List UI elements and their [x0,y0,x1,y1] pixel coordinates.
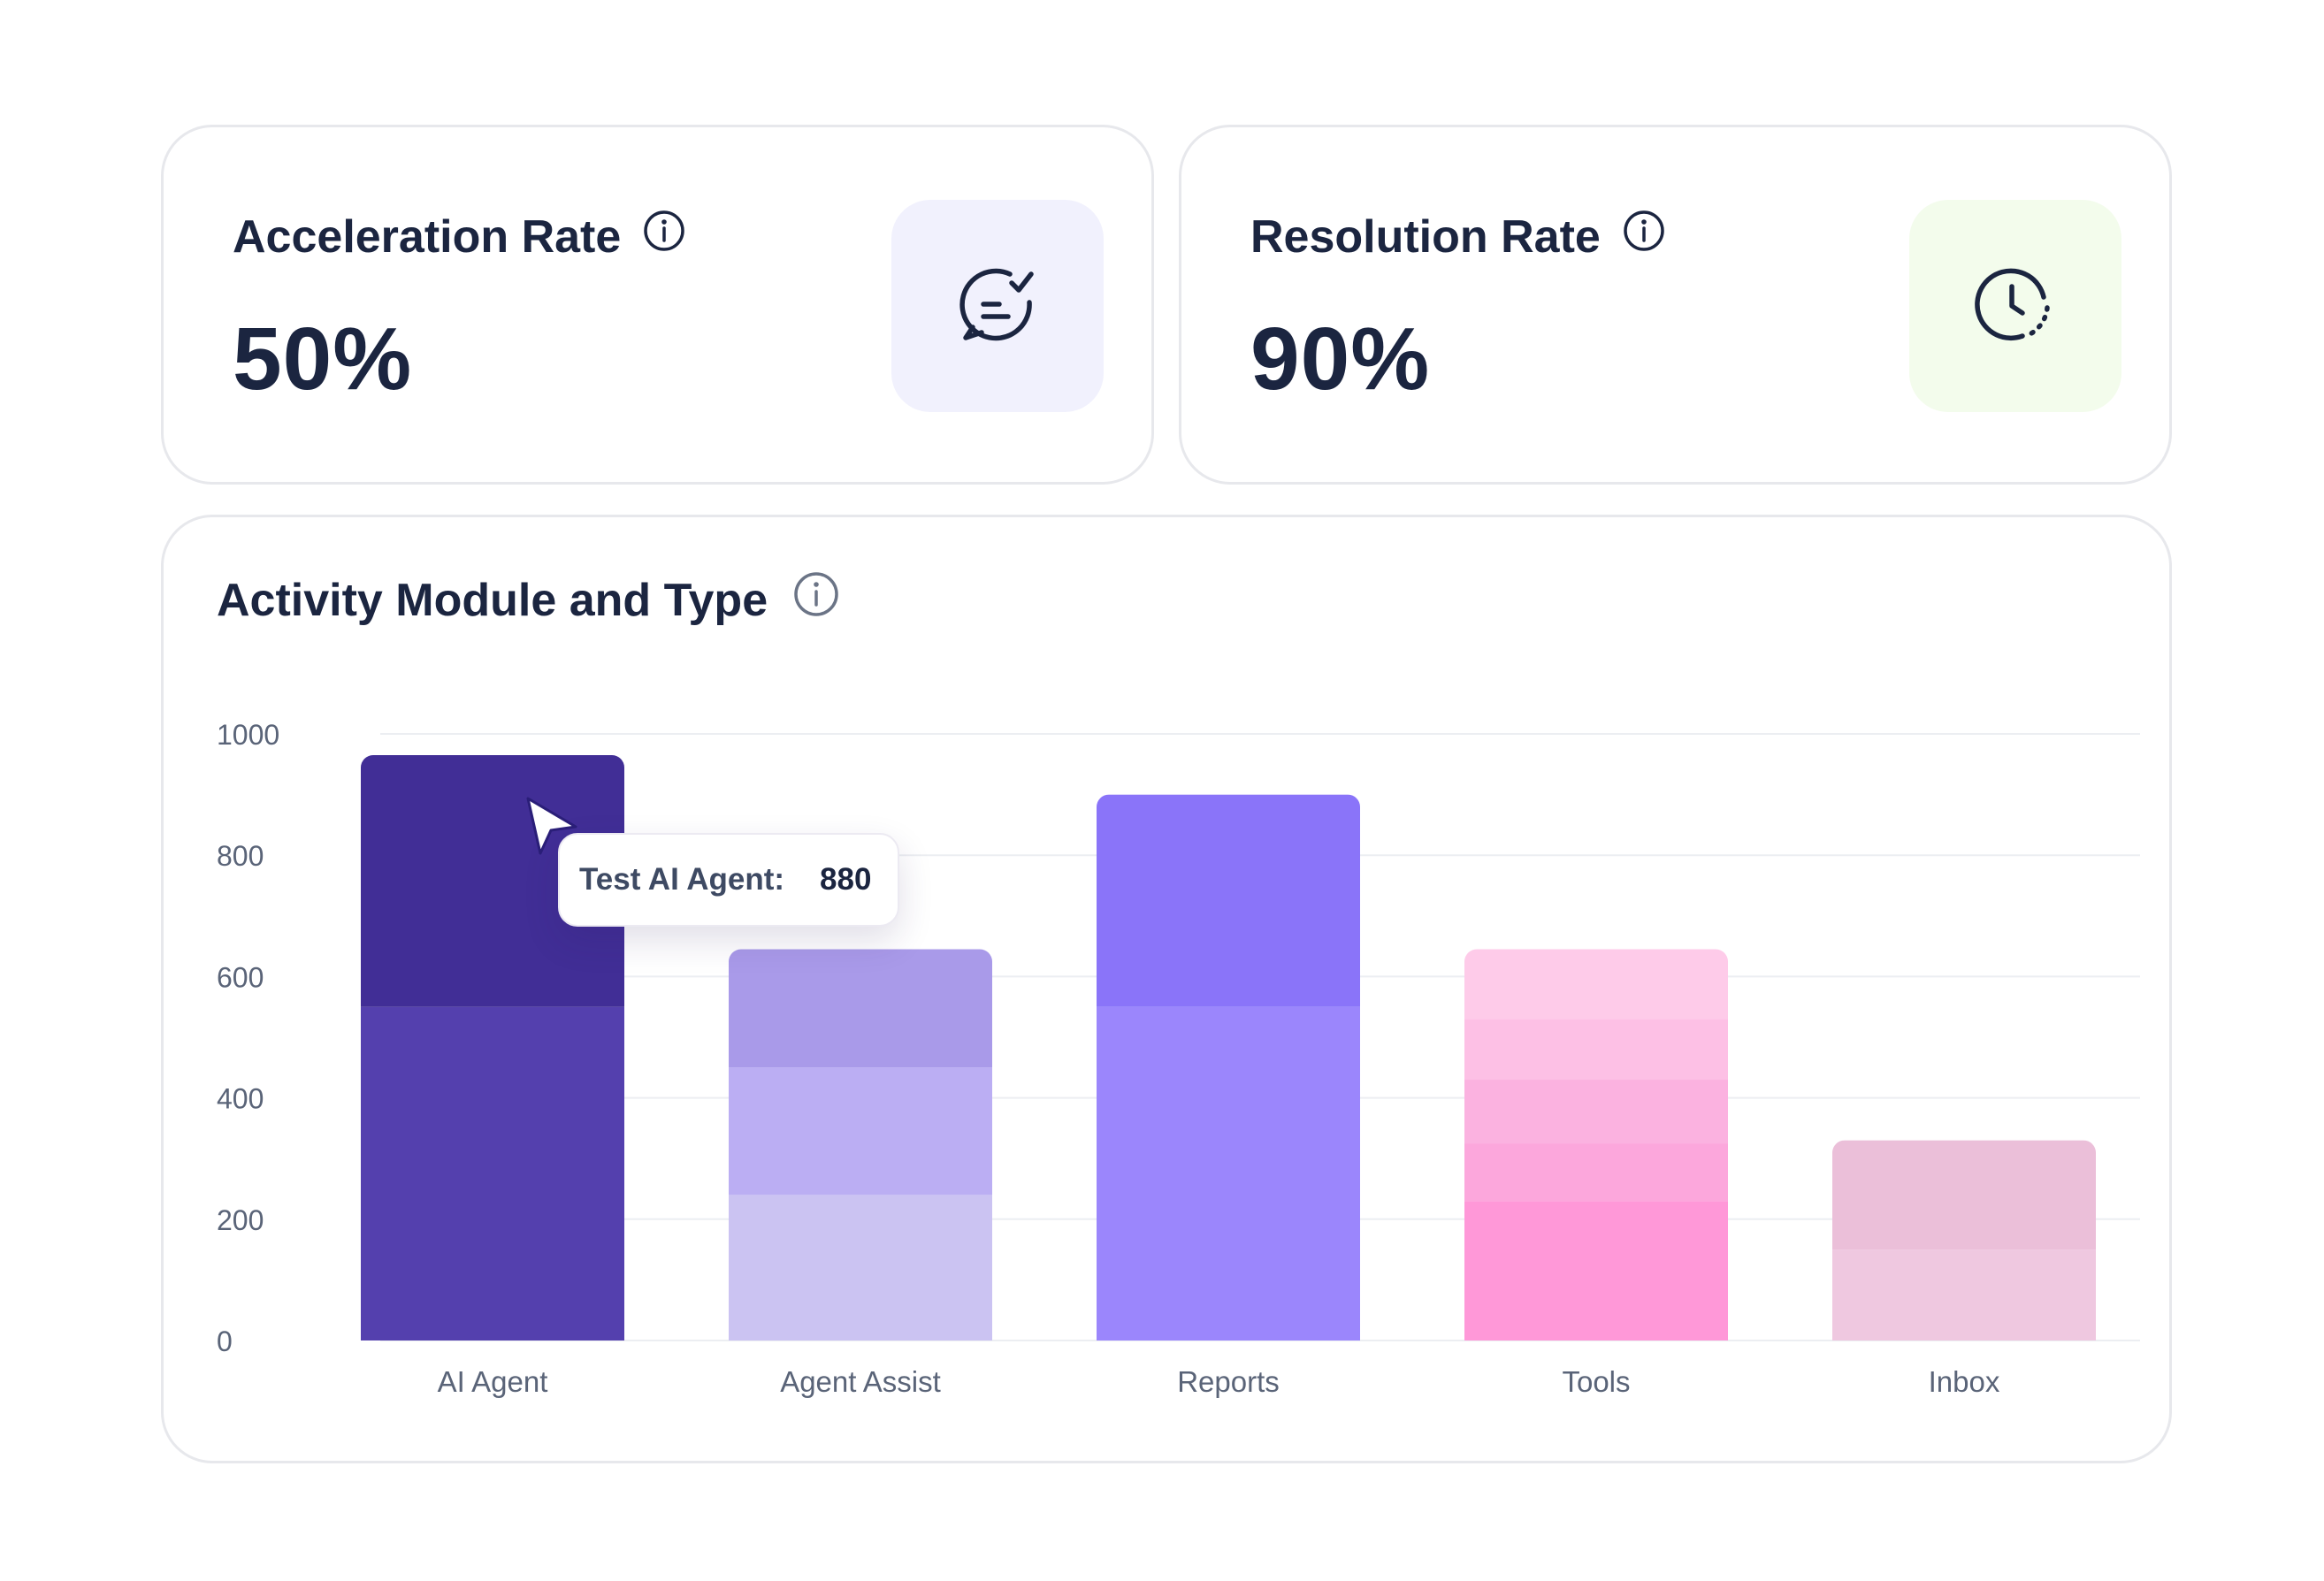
acceleration-rate-label: Acceleration Rate [233,210,622,263]
x-tick-label: Reports [1177,1365,1280,1398]
bar-tools[interactable] [1464,949,1728,1340]
resolution-rate-card: Resolution Rate 90% [1179,125,2172,485]
acceleration-rate-value: 50% [233,309,413,409]
bar-chart: 0 200 400 600 800 1000 AI Agent Agent Assist Rep… [217,719,2140,1398]
bar-segment[interactable] [1464,949,1728,1020]
y-tick-label: 0 [217,1325,233,1357]
resolution-rate-value: 90% [1250,309,1431,409]
bar-segment[interactable] [729,949,992,1068]
y-tick-label: 1000 [217,719,279,751]
acceleration-rate-badge [891,200,1104,412]
bar-segment[interactable] [361,1006,624,1340]
y-tick-label: 400 [217,1083,264,1115]
chart-title: Activity Module and Type [217,570,840,630]
bar-segment[interactable] [1097,794,1360,1007]
bar-segment[interactable] [1097,1006,1360,1340]
bar-ai-agent[interactable] [361,755,624,1340]
bar-segment[interactable] [729,1195,992,1340]
bar-segment[interactable] [1464,1019,1728,1081]
info-icon[interactable] [1622,209,1666,264]
x-tick-label: Agent Assist [780,1365,941,1398]
resolution-rate-label: Resolution Rate [1250,210,1601,263]
bar-reports[interactable] [1097,794,1360,1340]
bar-segment[interactable] [1464,1080,1728,1144]
clock-icon [1973,262,2058,351]
x-tick-label: Tools [1562,1365,1630,1398]
activity-chart-card: Activity Module and Type 0 200 400 600 800 10… [161,515,2172,1463]
info-icon[interactable] [792,570,840,630]
acceleration-rate-title: Acceleration Rate [233,209,686,264]
info-icon[interactable] [642,209,686,264]
chart-title-text: Activity Module and Type [217,574,768,626]
x-tick-label: Inbox [1929,1365,2000,1398]
x-tick-label: AI Agent [438,1365,548,1398]
bar-inbox[interactable] [1832,1140,2096,1340]
bar-segment[interactable] [1464,1201,1728,1340]
y-tick-label: 800 [217,840,264,872]
resolution-rate-badge [1909,200,2121,412]
y-tick-label: 200 [217,1204,264,1236]
resolution-rate-title: Resolution Rate [1250,209,1666,264]
chat-check-icon [955,262,1040,351]
tooltip-value: 880 [820,862,872,897]
bar-tooltip: Test AI Agent: 880 [558,833,900,927]
bar-segment[interactable] [1832,1249,2096,1340]
tooltip-label: Test AI Agent: [579,862,785,897]
acceleration-rate-card: Acceleration Rate 50% [161,125,1154,485]
y-tick-label: 600 [217,961,264,993]
bar-segment[interactable] [1832,1140,2096,1250]
mouse-cursor-icon [521,793,583,868]
bar-agent-assist[interactable] [729,949,992,1340]
bar-segment[interactable] [729,1067,992,1195]
bar-segment[interactable] [1464,1143,1728,1202]
